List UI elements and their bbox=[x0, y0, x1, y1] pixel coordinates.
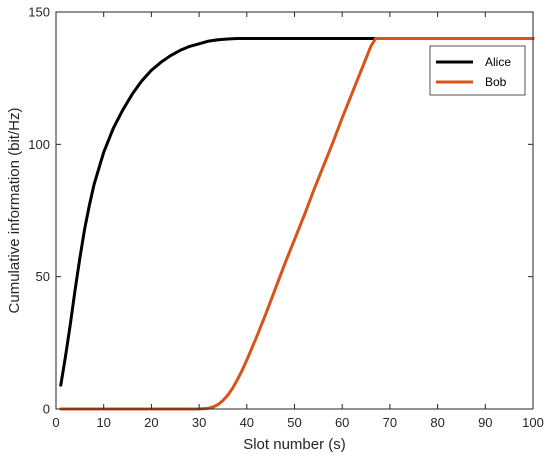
x-tick-label: 100 bbox=[522, 415, 544, 430]
x-tick-label: 40 bbox=[240, 415, 254, 430]
x-tick-label: 30 bbox=[192, 415, 206, 430]
legend-label-alice: Alice bbox=[485, 55, 511, 69]
legend-label-bob: Bob bbox=[485, 75, 507, 89]
y-tick-label: 100 bbox=[28, 137, 50, 152]
legend: Alice Bob bbox=[429, 45, 526, 96]
y-tick-label: 150 bbox=[28, 5, 50, 20]
y-tick-label: 50 bbox=[36, 269, 50, 284]
x-axis-label: Slot number (s) bbox=[243, 436, 346, 453]
series-line-bob bbox=[59, 36, 535, 411]
legend-box bbox=[429, 45, 526, 96]
y-axis-ticks: 0 50 100 150 bbox=[28, 5, 533, 417]
x-axis-ticks: 0 10 20 30 40 50 60 70 80 90 100 bbox=[52, 12, 544, 430]
x-tick-label: 70 bbox=[383, 415, 397, 430]
series-line-alice bbox=[59, 36, 535, 387]
x-tick-label: 80 bbox=[430, 415, 444, 430]
y-tick-label: 0 bbox=[43, 402, 50, 417]
x-tick-label: 20 bbox=[144, 415, 158, 430]
x-tick-label: 0 bbox=[52, 415, 59, 430]
x-tick-label: 60 bbox=[335, 415, 349, 430]
x-tick-label: 90 bbox=[478, 415, 492, 430]
series-layer bbox=[59, 36, 535, 411]
x-tick-label: 10 bbox=[96, 415, 110, 430]
y-axis-label: Cumulative information (bit/Hz) bbox=[6, 108, 23, 314]
x-tick-label: 50 bbox=[287, 415, 301, 430]
